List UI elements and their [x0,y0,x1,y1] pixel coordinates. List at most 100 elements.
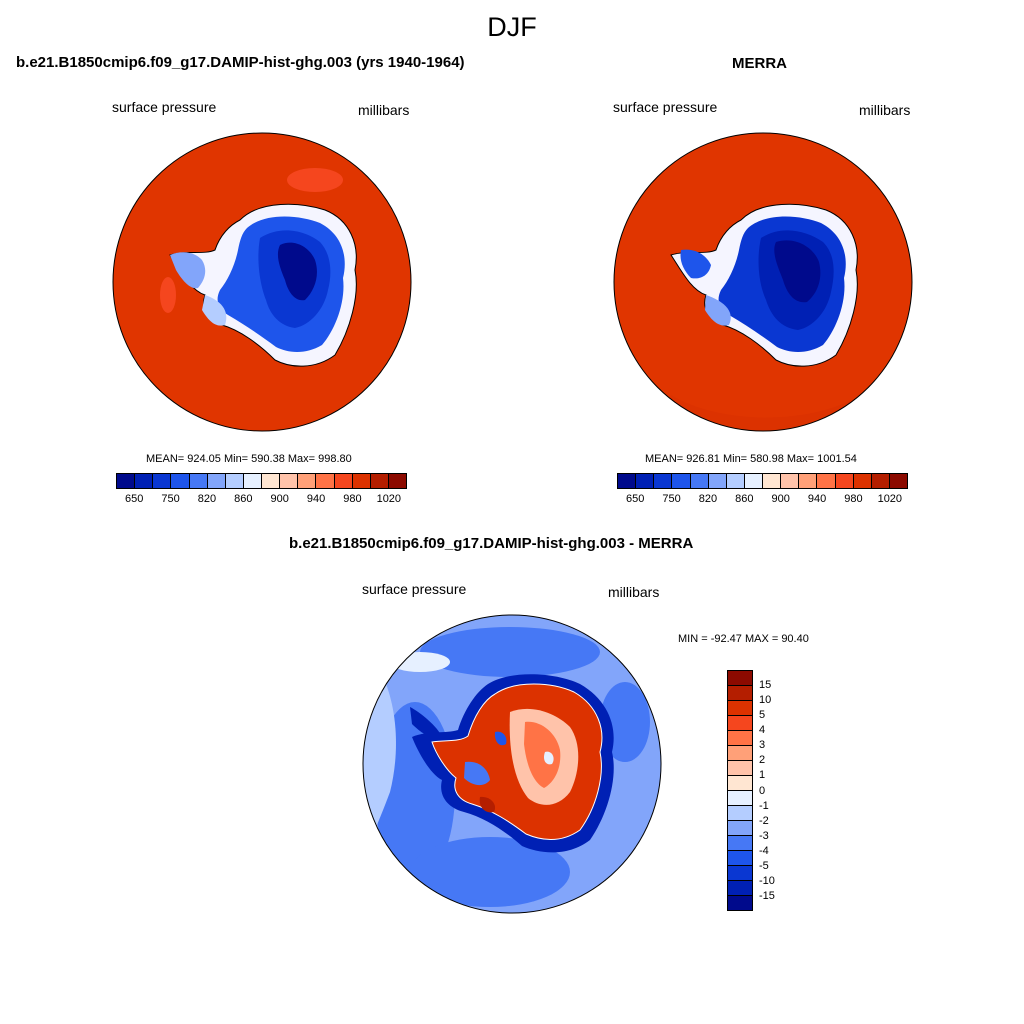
colorbar-swatch [728,836,752,851]
colorbar-tick-label: -15 [759,889,775,902]
panel1-variable-label: surface pressure [112,99,217,115]
colorbar-swatch [728,806,752,821]
colorbar-tick-label: -4 [759,844,769,857]
colorbar-tick-label: 860 [735,493,754,505]
panel2-variable-label: surface pressure [613,99,718,115]
colorbar-tick-label: 10 [759,694,772,707]
colorbar-tick-label: -2 [759,814,769,827]
colorbar-tick-label: 940 [306,493,326,505]
colorbar-swatch [618,474,637,488]
colorbar-swatch [817,474,836,488]
panel3-title: b.e21.B1850cmip6.f09_g17.DAMIP-hist-ghg.… [289,535,694,552]
colorbar-swatch [135,474,154,488]
colorbar-swatch [298,474,317,488]
main-title: DJF [487,12,537,42]
colorbar-tick-label: 980 [343,493,362,505]
colorbar-swatch [781,474,800,488]
panel3-variable-label: surface pressure [362,581,467,597]
panel2-colorbar-segments [617,473,908,489]
colorbar-swatch [262,474,281,488]
colorbar-swatch [728,866,752,881]
colorbar-tick-label: -3 [759,829,769,842]
colorbar-swatch [672,474,691,488]
colorbar-swatch [690,474,709,488]
colorbar-swatch [280,474,299,488]
panel1-stats: MEAN= 924.05 Min= 590.38 Max= 998.80 [146,453,352,465]
colorbar-tick-label: 860 [234,493,253,505]
panel2-stats: MEAN= 926.81 Min= 580.98 Max= 1001.54 [645,453,857,465]
colorbar-swatch [728,851,752,866]
colorbar-swatch [728,776,752,791]
colorbar-tick-label: 900 [771,493,790,505]
panel3-colorbar: 15 10 5 4 3 2 1 0 -1 -2 -3 -4 -5 -10 -15 [727,670,807,911]
colorbar-swatch [352,474,371,488]
panel3-stats: MIN = -92.47 MAX = 90.40 [678,633,809,645]
colorbar-swatch [225,474,244,488]
colorbar-swatch [728,686,752,701]
colorbar-swatch [171,474,190,488]
colorbar-swatch [726,474,745,488]
panel1-map [112,132,412,432]
colorbar-tick-label: 750 [161,493,180,505]
colorbar-swatch [728,896,752,910]
panel3-colorbar-segments [727,670,753,911]
panel3-units-label: millibars [608,584,660,600]
colorbar-tick-label: 5 [759,709,766,722]
colorbar-tick-label: 4 [759,724,766,737]
colorbar-swatch [728,716,752,731]
colorbar-swatch [728,701,752,716]
colorbar-swatch [889,474,907,488]
colorbar-swatch [316,474,335,488]
panel3-map [362,614,662,914]
colorbar-tick-label: 1 [759,769,766,782]
colorbar-swatch [728,761,752,776]
colorbar-tick-label: 940 [807,493,827,505]
colorbar-swatch [871,474,890,488]
colorbar-tick-label: 980 [844,493,863,505]
panel1-title: b.e21.B1850cmip6.f09_g17.DAMIP-hist-ghg.… [16,54,465,71]
colorbar-swatch [799,474,818,488]
panel1-colorbar-segments [116,473,407,489]
colorbar-tick-label: 650 [125,493,144,505]
colorbar-swatch [728,671,752,686]
colorbar-swatch [207,474,226,488]
colorbar-tick-label: 820 [197,493,217,505]
colorbar-tick-label: 820 [698,493,718,505]
colorbar-swatch [243,474,262,488]
colorbar-tick-label: 750 [662,493,681,505]
panel1-colorbar: 650 750 820 860 900 940 980 1020 [116,473,407,513]
colorbar-tick-label: 15 [759,679,772,692]
colorbar-swatch [334,474,353,488]
colorbar-swatch [636,474,655,488]
colorbar-tick-label: 0 [759,784,766,797]
colorbar-swatch [744,474,763,488]
colorbar-swatch [763,474,782,488]
colorbar-tick-label: -1 [759,799,769,812]
colorbar-tick-label: 650 [626,493,645,505]
colorbar-swatch [728,791,752,806]
colorbar-swatch [370,474,389,488]
colorbar-swatch [388,474,406,488]
panel2-colorbar: 650 750 820 860 900 940 980 1020 [617,473,908,513]
colorbar-swatch [728,746,752,761]
colorbar-tick-label: -10 [759,874,775,887]
colorbar-swatch [153,474,172,488]
colorbar-tick-label: 1020 [376,493,402,505]
colorbar-tick-label: 3 [759,739,766,752]
colorbar-tick-label: 1020 [877,493,903,505]
colorbar-swatch [654,474,673,488]
colorbar-swatch [728,731,752,746]
colorbar-swatch [853,474,872,488]
colorbar-swatch [728,881,752,896]
colorbar-swatch [117,474,136,488]
colorbar-tick-label: 900 [270,493,289,505]
colorbar-swatch [708,474,727,488]
panel2-units-label: millibars [859,102,911,118]
colorbar-swatch [835,474,854,488]
colorbar-tick-label: -5 [759,859,769,872]
colorbar-swatch [728,821,752,836]
colorbar-tick-label: 2 [759,754,766,767]
panel1-units-label: millibars [358,102,410,118]
panel2-map [613,132,913,432]
panel2-title: MERRA [732,55,787,72]
